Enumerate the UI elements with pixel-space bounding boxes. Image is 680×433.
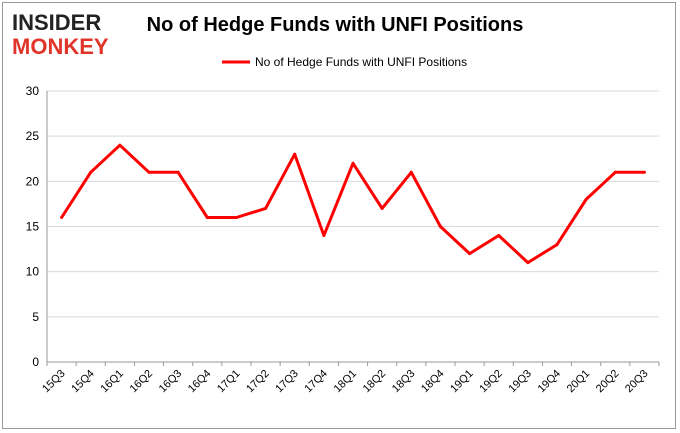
x-tick-label: 16Q4 [186, 368, 214, 396]
chart-title: No of Hedge Funds with UNFI Positions [146, 14, 524, 36]
x-tick-label: 17Q4 [302, 368, 330, 396]
data-point [497, 234, 501, 238]
logo-line2: MONKEY [12, 34, 109, 58]
data-point [205, 215, 209, 219]
x-tick-label: 19Q3 [506, 368, 534, 396]
x-tick-label: 17Q2 [244, 368, 272, 396]
data-point [176, 170, 180, 174]
data-point [438, 225, 442, 228]
data-point [118, 143, 122, 147]
x-tick-label: 17Q1 [215, 368, 243, 396]
data-point [409, 170, 413, 174]
data-point [234, 215, 238, 219]
data-point [613, 170, 617, 174]
x-tick-label: 18Q3 [390, 368, 418, 396]
x-tick-label: 15Q4 [69, 368, 97, 396]
grid-layer [47, 90, 659, 318]
legend: No of Hedge Funds with UNFI Positions [222, 55, 467, 69]
x-tick-label: 18Q4 [419, 368, 447, 396]
series-layer [60, 143, 646, 265]
x-tick-label: 18Q2 [361, 368, 389, 396]
data-point [264, 206, 268, 210]
y-tick-label: 5 [32, 310, 39, 324]
logo-line1: INSIDER [12, 10, 101, 35]
x-tick-label: 16Q3 [157, 368, 185, 396]
data-point [468, 252, 472, 256]
data-point [555, 243, 559, 247]
chart-frame [2, 2, 676, 429]
y-tick-label: 20 [26, 174, 40, 188]
y-tick-label: 0 [32, 355, 39, 369]
x-tick-label: 16Q1 [98, 368, 126, 396]
legend-label: No of Hedge Funds with UNFI Positions [255, 55, 467, 69]
data-point [147, 170, 151, 174]
data-point [322, 234, 326, 238]
x-tick-label: 19Q1 [448, 368, 476, 396]
x-tick-label: 16Q2 [128, 368, 156, 396]
x-tick-label: 15Q3 [40, 368, 68, 396]
x-tick-label: 18Q1 [332, 368, 360, 396]
x-tick-label: 17Q3 [273, 368, 301, 396]
data-point [380, 206, 384, 210]
data-point [526, 261, 530, 265]
x-tick-label: 20Q1 [565, 368, 593, 396]
y-tick-label: 25 [26, 129, 40, 143]
axis-layer: 0 5 10 15 20 25 30 15Q3 15Q4 16Q1 16Q2 16Q3 16Q4 17Q1… [26, 84, 660, 396]
data-point [642, 170, 646, 174]
data-point [351, 161, 355, 165]
data-point [584, 197, 588, 201]
y-tick-label: 10 [26, 265, 40, 279]
y-tick-label: 15 [26, 220, 40, 234]
insider-monkey-logo: INSIDER MONKEY [12, 10, 109, 58]
x-tick-label: 20Q2 [594, 368, 622, 396]
x-tick-label: 19Q4 [536, 368, 564, 396]
y-tick-label: 30 [26, 84, 40, 98]
data-point [293, 152, 297, 156]
x-tick-label: 20Q3 [623, 368, 651, 396]
data-point [89, 170, 93, 174]
data-point [60, 215, 64, 219]
x-tick-label: 19Q2 [477, 368, 505, 396]
